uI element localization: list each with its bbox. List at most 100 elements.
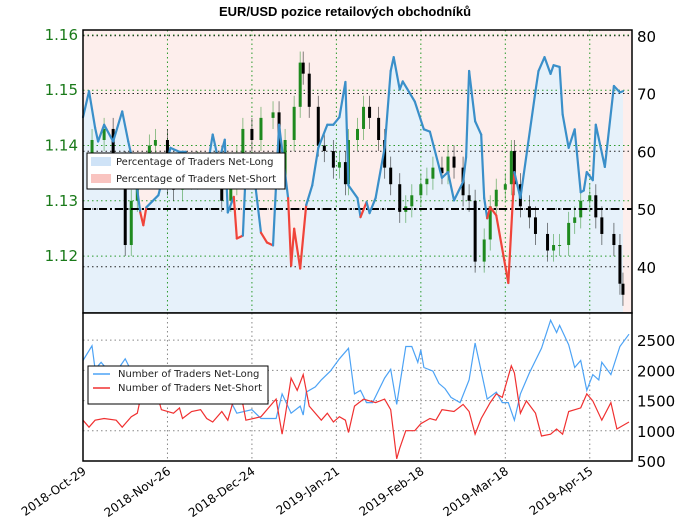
candle-body <box>250 128 254 140</box>
left-tick-label: 1.12 <box>45 247 78 265</box>
x-tick-label: 2018-Dec-24 <box>186 464 258 519</box>
candle-body <box>241 128 245 157</box>
pct-net-long-segment <box>259 231 269 244</box>
pct-net-long-segment <box>287 196 293 267</box>
pct-net-long-segment <box>347 184 359 200</box>
pct-net-long-segment <box>543 56 552 75</box>
legend-net-short-pct: Percentage of Traders Net-Short <box>116 174 276 185</box>
pct-net-long-segment <box>112 110 124 143</box>
pct-net-long-segment <box>464 69 471 159</box>
pct-net-long-segment <box>489 206 498 217</box>
pct-net-long-segment <box>486 206 492 220</box>
candle-body <box>229 184 233 201</box>
candle-body <box>494 189 498 207</box>
candle-body <box>322 145 326 152</box>
pct-net-long-segment <box>495 214 510 285</box>
pct-net-long-segment <box>618 90 625 94</box>
bottom-tick-label: 1000 <box>637 423 675 441</box>
pct-net-long-segment <box>483 196 489 220</box>
candle-body <box>512 151 516 185</box>
pct-net-long-segment <box>461 155 468 183</box>
candle-body <box>419 184 423 196</box>
pct-net-long-segment <box>290 227 296 267</box>
pct-net-long-segment <box>582 170 588 192</box>
candle-body <box>552 245 556 251</box>
pct-net-long-segment <box>253 180 263 234</box>
right-tick-label: 50 <box>637 201 656 219</box>
pct-net-long-segment <box>359 201 368 219</box>
pct-net-long-segment <box>413 100 425 131</box>
bottom-tick-label: 2500 <box>637 332 675 350</box>
right-tick-label: 60 <box>637 143 656 161</box>
candle-body <box>301 62 305 74</box>
pct-net-long-segment <box>603 84 616 168</box>
candle-body <box>331 151 335 168</box>
x-tick-label: 2019-Jan-21 <box>274 464 342 518</box>
pct-net-long-segment <box>93 126 100 143</box>
left-tick-label: 1.15 <box>45 81 78 99</box>
candle-body <box>425 178 429 185</box>
pct-net-long-segment <box>558 65 564 116</box>
pct-net-long-segment <box>169 146 181 153</box>
x-tick-label: 2019-Mar-18 <box>440 464 511 519</box>
candle-body <box>588 195 592 201</box>
legend-swatch-net-short <box>91 174 111 183</box>
pct-net-long-segment <box>446 170 456 202</box>
candle-body <box>410 195 414 207</box>
candle-body <box>431 167 435 179</box>
candle-body <box>621 283 625 295</box>
candle-body <box>90 139 94 163</box>
pct-net-long-segment <box>145 194 160 209</box>
pct-net-long-segment <box>567 128 576 149</box>
candle-body <box>467 195 471 201</box>
long-fill-area <box>83 57 623 313</box>
candle-body <box>343 162 347 185</box>
candle-body <box>111 128 115 163</box>
candle-body <box>503 184 507 190</box>
bottom-legend: Number of Traders Net-Long Number of Tra… <box>87 365 269 405</box>
x-axis-ticks: 2018-Oct-29 2018-Nov-26 2018-Dec-24 2019-Ja… <box>19 464 596 519</box>
pct-net-long-segment <box>440 170 450 179</box>
pct-net-long-segment <box>299 203 308 270</box>
candle-body <box>558 245 562 247</box>
pct-net-long-segment <box>452 180 465 202</box>
pct-net-long-segment <box>96 123 106 143</box>
pct-net-long-segment <box>537 56 546 73</box>
pct-net-long-segment <box>235 234 244 240</box>
candle-body <box>533 217 537 234</box>
candle-body <box>618 245 622 284</box>
legend-net-long-pct: Percentage of Traders Net-Long <box>116 157 274 168</box>
candle-body <box>153 139 157 146</box>
bottom-tick-label: 1500 <box>637 393 675 411</box>
pct-net-long-segment <box>591 123 597 182</box>
candle-body <box>594 195 598 218</box>
pct-net-long-segment <box>81 90 91 119</box>
candle-body <box>356 128 359 140</box>
pct-net-long-segment <box>142 206 148 227</box>
x-tick-label: 2018-Nov-26 <box>102 464 174 519</box>
bottom-frame <box>82 312 633 462</box>
pct-net-long-segment <box>338 80 347 119</box>
pct-net-long-segment <box>401 80 416 103</box>
candle-body <box>102 128 106 140</box>
top-legend: Percentage of Traders Net-Long Percentag… <box>86 152 286 190</box>
candle-body <box>473 200 477 262</box>
pct-net-long-segment <box>428 130 444 179</box>
legend-net-short-count: Number of Traders Net-Short <box>118 383 262 394</box>
candle-body <box>612 233 616 246</box>
pct-net-long-segment <box>513 170 522 200</box>
pct-net-long-segment <box>480 133 486 200</box>
left-tick-label: 1.14 <box>45 137 78 155</box>
pct-net-long-segment <box>344 80 350 187</box>
candle-body <box>123 162 127 246</box>
pct-net-long-segment <box>226 195 235 214</box>
pct-net-long-segment <box>368 196 377 215</box>
candle-body <box>259 117 263 140</box>
pct-net-long-segment <box>573 128 582 194</box>
candle-body <box>129 200 133 246</box>
x-tick-label: 2018-Oct-29 <box>19 464 89 519</box>
bottom-tick-label: 2000 <box>637 362 675 380</box>
candle-body <box>546 233 550 251</box>
candle-body <box>446 156 450 174</box>
